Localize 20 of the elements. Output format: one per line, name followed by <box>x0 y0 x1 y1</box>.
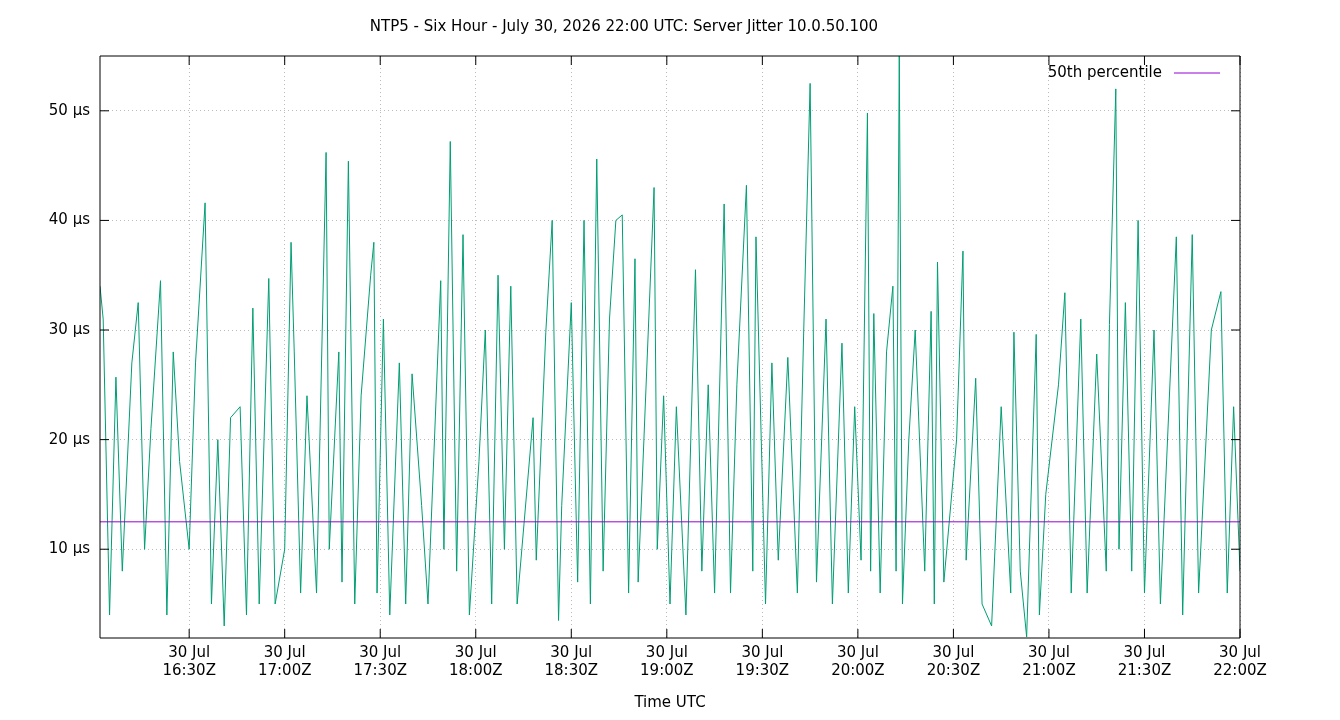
x-axis-title: Time UTC <box>633 692 706 711</box>
y-tick-label: 20 µs <box>48 429 91 448</box>
x-tick-label: 30 Jul 17:00Z <box>257 642 312 679</box>
x-tick-label: 30 Jul 16:30Z <box>162 642 216 679</box>
x-tick-label: 30 Jul 22:00Z <box>1213 642 1267 679</box>
y-tick-label: 30 µs <box>48 319 91 338</box>
x-tick-label: 30 Jul 20:30Z <box>926 642 981 679</box>
x-tick-label: 30 Jul 17:30Z <box>353 642 407 679</box>
x-tick-label: 30 Jul 19:30Z <box>735 642 790 679</box>
y-tick-label: 40 µs <box>48 210 91 229</box>
x-tick-label: 30 Jul 21:00Z <box>1022 642 1076 679</box>
x-tick-label: 30 Jul 18:00Z <box>449 642 503 679</box>
x-tick-label: 30 Jul 18:30Z <box>544 642 599 679</box>
x-tick-label: 30 Jul 19:00Z <box>640 642 694 679</box>
legend-label: 50th percentile <box>1047 62 1162 81</box>
x-tick-label: 30 Jul 20:00Z <box>831 642 885 679</box>
y-tick-label: 10 µs <box>48 539 91 558</box>
x-tick-label: 30 Jul 21:30Z <box>1117 642 1172 679</box>
y-tick-label: 50 µs <box>48 100 91 119</box>
chart-title: NTP5 - Six Hour - July 30, 2026 22:00 UTC: Server Jitter 10.0.50.100 <box>369 16 879 35</box>
